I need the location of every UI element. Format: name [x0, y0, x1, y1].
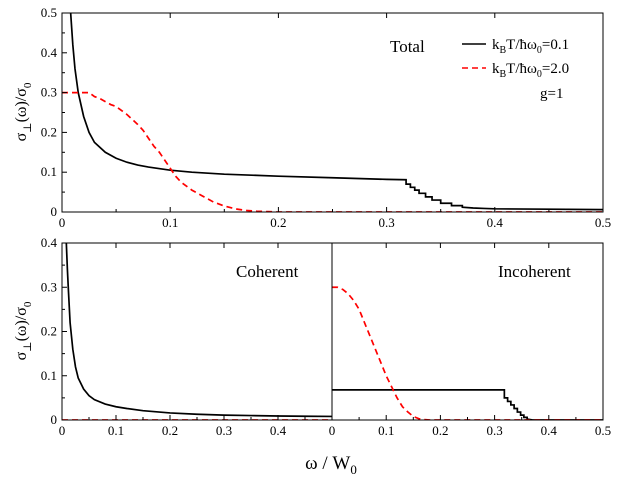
panel-coherent: 0 0.1 0.2 0.3 0.4 0 0.1 0.2 0.3 0.4 [41, 235, 333, 438]
x-tick-label-total: 0 [59, 215, 66, 230]
series-total-black-solid [69, 13, 603, 211]
y-tick-label-coherent: 0.4 [41, 235, 58, 250]
series-total-red-dashed [62, 91, 603, 212]
title-coherent: Coherent [236, 262, 299, 281]
x-tick-label-total: 0.4 [487, 215, 504, 230]
x-tick-label-incoherent: 0.2 [432, 423, 448, 438]
y-tick-label-total: 0.3 [41, 85, 57, 100]
x-tick-label-coherent: 0.4 [270, 423, 287, 438]
y-tick-label-total: 0.4 [41, 45, 58, 60]
x-tick-label-coherent: 0.2 [162, 423, 178, 438]
title-incoherent: Incoherent [498, 262, 571, 281]
y-tick-label-coherent: 0 [51, 412, 58, 427]
x-tick-label-coherent: 0 [59, 423, 66, 438]
series-coherent-black-solid [65, 243, 332, 418]
x-tick-label-total: 0.1 [162, 215, 178, 230]
x-tick-label-incoherent: 0.4 [541, 423, 558, 438]
series-incoherent-red-dashed [332, 286, 603, 420]
y-tick-label-total: 0.1 [41, 164, 57, 179]
series-incoherent-black-solid [332, 389, 603, 420]
ylabel-bottom: σ⊥(ω)/σ0 [13, 301, 34, 360]
x-tick-label-incoherent: 0.1 [378, 423, 394, 438]
x-tick-label-coherent: 0.3 [216, 423, 232, 438]
legend-label-black: kBT/ħω0=0.1 [492, 37, 569, 56]
panel-total: 0 0.1 0.2 0.3 0.4 0.5 0 0.1 0.2 0.3 0.4 0.5 [41, 5, 611, 230]
x-tick-label-total: 0.2 [270, 215, 286, 230]
y-tick-label-total: 0.2 [41, 124, 57, 139]
legend-label-red: kBT/ħω0=2.0 [492, 61, 569, 80]
panel-incoherent: 0 0.1 0.2 0.3 0.4 0.5 [329, 242, 611, 438]
x-tick-label-incoherent: 0 [329, 423, 336, 438]
legend-param: g=1 [540, 86, 563, 102]
x-tick-label-coherent: 0.1 [108, 423, 124, 438]
x-tick-label-total: 0.3 [378, 215, 394, 230]
y-tick-label-coherent: 0.1 [41, 368, 57, 383]
y-tick-label-coherent: 0.2 [41, 324, 57, 339]
ylabel-top: σ⊥(ω)/σ0 [13, 82, 34, 141]
y-tick-label-total: 0 [51, 204, 58, 219]
legend: kBT/ħω0=0.1 kBT/ħω0=2.0 g=1 [462, 37, 569, 102]
y-tick-label-coherent: 0.3 [41, 279, 57, 294]
x-tick-label-incoherent: 0.5 [595, 423, 611, 438]
x-tick-label-incoherent: 0.3 [486, 423, 502, 438]
title-total: Total [390, 37, 425, 56]
xlabel-main: ω / W0 [305, 453, 357, 477]
y-tick-label-total: 0.5 [41, 5, 57, 20]
x-tick-label-total: 0.5 [595, 215, 611, 230]
